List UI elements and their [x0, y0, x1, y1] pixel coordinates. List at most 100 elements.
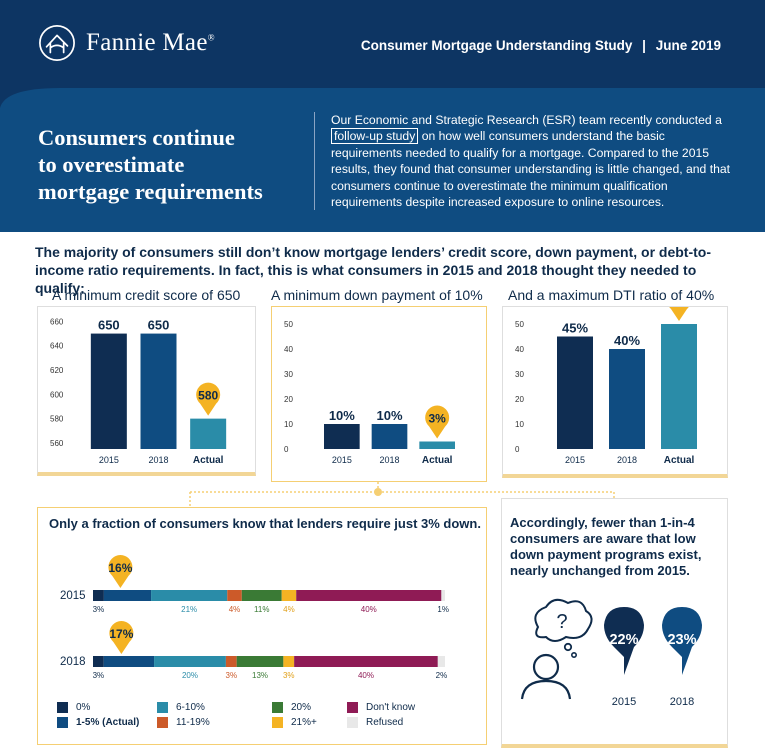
legend-label: 0% [76, 702, 91, 713]
segment-0- [93, 656, 104, 667]
x-tick-label: 2015 [565, 455, 585, 465]
legend-label: 1-5% (Actual) [76, 717, 140, 728]
fannie-mae-house-icon [39, 25, 75, 61]
segment-value-label: 13% [252, 671, 268, 680]
segment-21- [283, 656, 295, 667]
legend-swatch [347, 717, 358, 728]
segment-value-label: 3% [226, 671, 238, 680]
value-callout-pin: 3% [425, 405, 450, 439]
segment-value-label: 40% [358, 671, 374, 680]
segment-refused [441, 590, 445, 601]
legend-swatch [272, 717, 283, 728]
y-tick-label: 620 [50, 366, 64, 375]
fannie-mae-logo: Fannie Mae® [38, 24, 215, 62]
awareness-2015-year: 2015 [612, 696, 636, 708]
thinking-person-icon [520, 653, 572, 700]
segment-11-19- [227, 590, 242, 601]
header-divider [314, 112, 315, 210]
x-tick-label: Actual [193, 455, 224, 466]
segment-0- [93, 590, 104, 601]
bar-2018 [371, 424, 408, 449]
awareness-panel: Accordingly, fewer than 1-in-4 consumers… [501, 498, 728, 748]
x-tick-label: 2018 [379, 455, 399, 465]
bar-2015 [557, 336, 593, 449]
y-tick-label: 30 [515, 370, 524, 379]
question-mark: ? [556, 611, 567, 633]
legend-label: 21%+ [291, 717, 317, 728]
y-tick-label: 30 [284, 370, 293, 379]
value-callout-pin: 580 [196, 382, 221, 416]
legend-swatch [272, 702, 283, 713]
legend-item: Don't know [347, 702, 415, 713]
intro-paragraph: Our Economic and Strategic Research (ESR… [331, 113, 731, 210]
section-connector [189, 482, 615, 507]
x-tick-label: 2015 [332, 455, 352, 465]
x-tick-label: 2018 [617, 455, 637, 465]
y-tick-label: 40 [515, 345, 524, 354]
legend-swatch [57, 717, 68, 728]
bar-2018 [609, 349, 645, 449]
legend-item: Refused [347, 717, 403, 728]
bar-actual [419, 441, 455, 449]
segment-1-5-actual- [103, 656, 155, 667]
credit-score-chart-panel: 660 640 620 600 580 560 2015 650 2018 650 Actual 58… [37, 306, 256, 476]
follow-up-study-link[interactable]: follow-up study [331, 128, 419, 145]
awareness-text: Accordingly, fewer than 1-in-4 consumers… [510, 515, 702, 578]
y-tick-label: 660 [50, 317, 64, 326]
segment-value-label: 21% [181, 605, 197, 614]
value-callout-pin-label: 50% [667, 307, 691, 308]
y-tick-label: 20 [284, 395, 293, 404]
down-payment-chart: 50 40 30 20 10 0 2015 10% 2018 10% Actual 3% [284, 320, 455, 466]
legend-item: 20% [272, 702, 311, 713]
bar-value-label: 45% [562, 321, 588, 336]
row-label-2015: 2015 [60, 590, 86, 602]
legend-item: 0% [57, 702, 90, 713]
segment-21- [281, 590, 297, 601]
row-label-2018: 2018 [60, 656, 86, 668]
y-tick-label: 560 [50, 439, 64, 448]
bar-2015 [90, 333, 127, 449]
bar-value-label: 40% [614, 333, 640, 348]
legend-label: 20% [291, 702, 312, 713]
y-tick-label: 20 [515, 395, 524, 404]
segment-value-label: 3% [93, 605, 105, 614]
x-tick-label: Actual [664, 455, 695, 466]
y-tick-label: 0 [284, 445, 289, 454]
bar-value-label: 650 [98, 318, 120, 333]
bar-2018 [140, 333, 177, 449]
segment-1-5-actual- [103, 590, 152, 601]
segment-value-label: 20% [182, 671, 198, 680]
bar-actual [661, 324, 697, 449]
down-payment-chart-panel: 50 40 30 20 10 0 2015 10% 2018 10% Actual 3% [271, 306, 487, 482]
section-question: The majority of consumers still don’t kn… [35, 244, 711, 296]
study-title: Consumer Mortgage Understanding Study | … [360, 38, 721, 53]
bar-value-label: 650 [148, 318, 170, 333]
legend-swatch [157, 702, 168, 713]
value-callout-pin: 50% [667, 288, 691, 321]
legend-item: 6-10% [157, 702, 205, 713]
legend-item: 21%+ [272, 717, 317, 728]
y-tick-label: 50 [284, 320, 293, 329]
location-pin-icon-2018: 23% 2018 [662, 607, 702, 708]
segment-value-label: 1% [437, 605, 449, 614]
dti-chart-title: And a maximum DTI ratio of 40% [508, 287, 715, 303]
segment-don-t-know [296, 590, 442, 601]
x-tick-label: Actual [422, 455, 453, 466]
bar-actual [190, 418, 227, 449]
credit-score-chart: 660 640 620 600 580 560 2015 650 2018 650 Actual 58… [50, 317, 227, 466]
bar-value-label: 10% [329, 408, 355, 423]
x-tick-label: 2015 [99, 455, 119, 465]
down-payment-chart-title: A minimum down payment of 10% [271, 287, 483, 303]
awareness-2018-year: 2018 [670, 696, 694, 708]
segment-20- [236, 656, 284, 667]
y-tick-label: 600 [50, 390, 64, 399]
awareness-2015-value: 22% [609, 632, 638, 648]
x-tick-label: 2018 [148, 455, 168, 465]
page-header: Fannie Mae® Consumer Mortgage Understand… [0, 0, 765, 232]
segment-value-label: 2% [436, 671, 448, 680]
segment-value-label: 4% [229, 605, 241, 614]
y-tick-label: 0 [515, 445, 520, 454]
legend-label: 6-10% [176, 702, 205, 713]
legend-item: 11-19% [157, 717, 210, 728]
page-headline: Consumers continue to overestimate mortg… [38, 125, 263, 204]
